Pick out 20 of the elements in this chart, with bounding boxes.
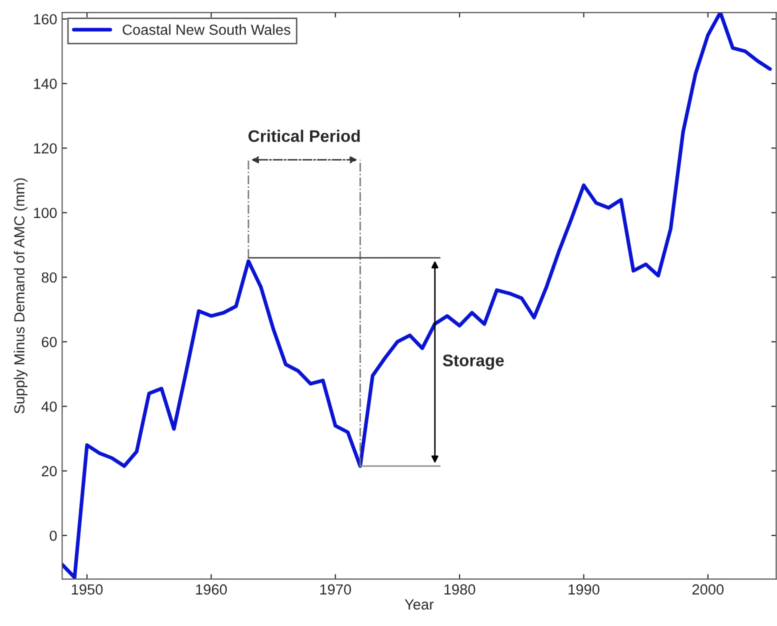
y-tick-label: 120 — [34, 143, 57, 154]
y-tick-label: 140 — [34, 78, 57, 89]
y-tick-label: 60 — [42, 336, 57, 348]
x-axis-title: Year — [404, 599, 434, 610]
annotation: Critical Period — [248, 130, 360, 142]
x-tick-label: 2000 — [692, 584, 724, 595]
x-tick-label: 1990 — [568, 584, 600, 595]
y-tick-label: 0 — [50, 530, 57, 541]
y-tick-label: 40 — [41, 401, 57, 412]
y-axis-title: Supply Minus Demand of AMC (mm) — [14, 178, 28, 414]
x-tick-label: 1950 — [72, 584, 103, 595]
y-tick-label: 20 — [42, 466, 57, 476]
x-tick-label: 1960 — [196, 584, 227, 595]
annotation: Storage — [442, 354, 504, 370]
y-tick-label: 160 — [34, 14, 57, 24]
legend-label: Coastal New South Wales — [122, 24, 290, 35]
y-tick-label: 80 — [42, 272, 57, 283]
y-tick-label: 100 — [34, 208, 57, 218]
x-tick-label: 1970 — [320, 584, 352, 595]
x-tick-label: 1980 — [444, 584, 476, 595]
